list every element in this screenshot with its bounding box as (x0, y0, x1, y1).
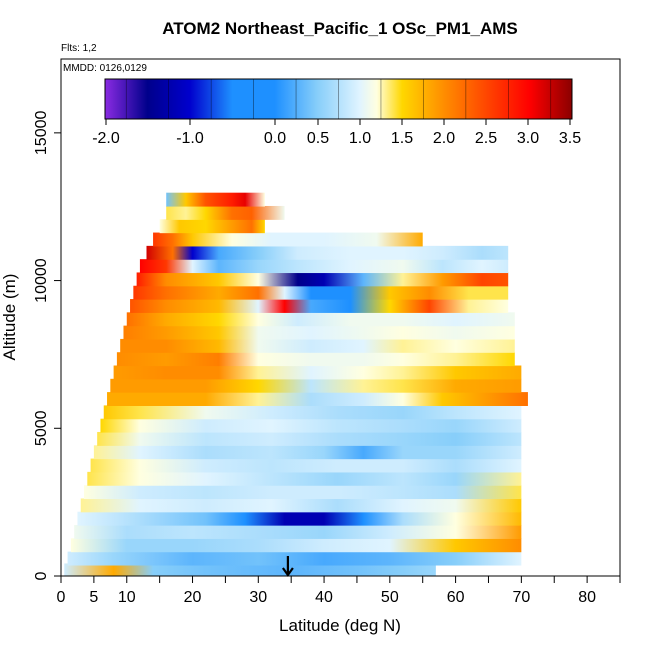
colorbar-ticks: -2.0 -1.0 0.0 0.5 1.0 1.5 2.0 2.5 3.0 3.5 (92, 119, 581, 147)
chart-title: ATOM2 Northeast_Pacific_1 OSc_PM1_AMS (162, 19, 518, 38)
colorbar-tick-label: 0.5 (307, 130, 329, 147)
colorbar-tick-label: 1.0 (349, 130, 371, 147)
x-tick-label: 60 (447, 589, 465, 606)
colorbar-tick-label: 2.5 (475, 130, 497, 147)
heatmap-band (166, 205, 285, 220)
y-axis: 0 5000 10000 15000 (33, 111, 61, 580)
heatmap-band (70, 538, 522, 553)
y-axis-title: Altitude (m) (0, 274, 19, 361)
x-tick-label: 80 (578, 589, 596, 606)
heatmap-band (166, 192, 265, 207)
heatmap-band (133, 285, 509, 300)
colorbar-tick-label: 0.0 (264, 130, 286, 147)
heatmap-band (107, 392, 528, 406)
x-tick-label: 0 (57, 589, 66, 606)
x-tick-label: 70 (512, 589, 530, 606)
heatmap (64, 192, 528, 576)
colorbar-tick-label: 2.0 (433, 130, 455, 147)
flights-annotation: Flts: 1,2 (61, 43, 97, 54)
colorbar-tick-label: 3.5 (559, 130, 581, 147)
heatmap-band (123, 325, 515, 340)
y-tick-label: 5000 (33, 410, 50, 446)
heatmap-band (159, 219, 265, 234)
y-tick-label: 10000 (33, 258, 50, 303)
heatmap-band (153, 232, 423, 247)
heatmap-band (130, 299, 509, 313)
down-arrow-icon (281, 556, 294, 577)
x-tick-label: 50 (381, 589, 399, 606)
heatmap-band (139, 259, 509, 274)
x-tick-label: 20 (184, 589, 202, 606)
heatmap-band (126, 312, 515, 327)
colorbar-tick-label: -1.0 (176, 130, 204, 147)
heatmap-band (146, 245, 509, 260)
colorbar-tick-label: 1.5 (391, 130, 413, 147)
colorbar-tick-label: 3.0 (517, 130, 539, 147)
plot-frame (60, 58, 621, 577)
colorbar-tick-label: -2.0 (92, 130, 120, 147)
date-annotation: MMDD: 0126,0129 (63, 63, 147, 74)
y-tick-label: 15000 (33, 111, 50, 156)
x-tick-label: 30 (249, 589, 267, 606)
x-tick-label: 40 (315, 589, 333, 606)
heatmap-band (103, 405, 522, 420)
heatmap-band (74, 525, 522, 539)
colorbar-dividers (125, 79, 552, 119)
x-tick-label: 5 (89, 589, 98, 606)
x-axis-title: Latitude (deg N) (279, 616, 401, 635)
heatmap-band (97, 431, 522, 446)
x-tick-label: 10 (118, 589, 136, 606)
heatmap-band (64, 563, 436, 576)
colorbar-frame (104, 78, 573, 120)
heatmap-band (120, 338, 515, 353)
heatmap-band (90, 458, 522, 473)
y-tick-label: 0 (33, 571, 50, 580)
heatmap-band (100, 418, 522, 433)
colorbar: -2.0 -1.0 0.0 0.5 1.0 1.5 2.0 2.5 3.0 3.5 (92, 78, 581, 147)
heatmap-band (87, 471, 522, 486)
heatmap-band (80, 498, 522, 513)
heatmap-band (116, 352, 515, 367)
x-axis: 0 5 10 20 30 40 50 60 70 80 (57, 576, 621, 606)
heatmap-band (67, 551, 522, 566)
heatmap-band (110, 378, 522, 393)
heatmap-band (84, 485, 522, 500)
heatmap-band (77, 511, 522, 526)
heatmap-band (113, 365, 522, 380)
heatmap-band (136, 272, 509, 287)
heatmap-band (93, 445, 522, 460)
